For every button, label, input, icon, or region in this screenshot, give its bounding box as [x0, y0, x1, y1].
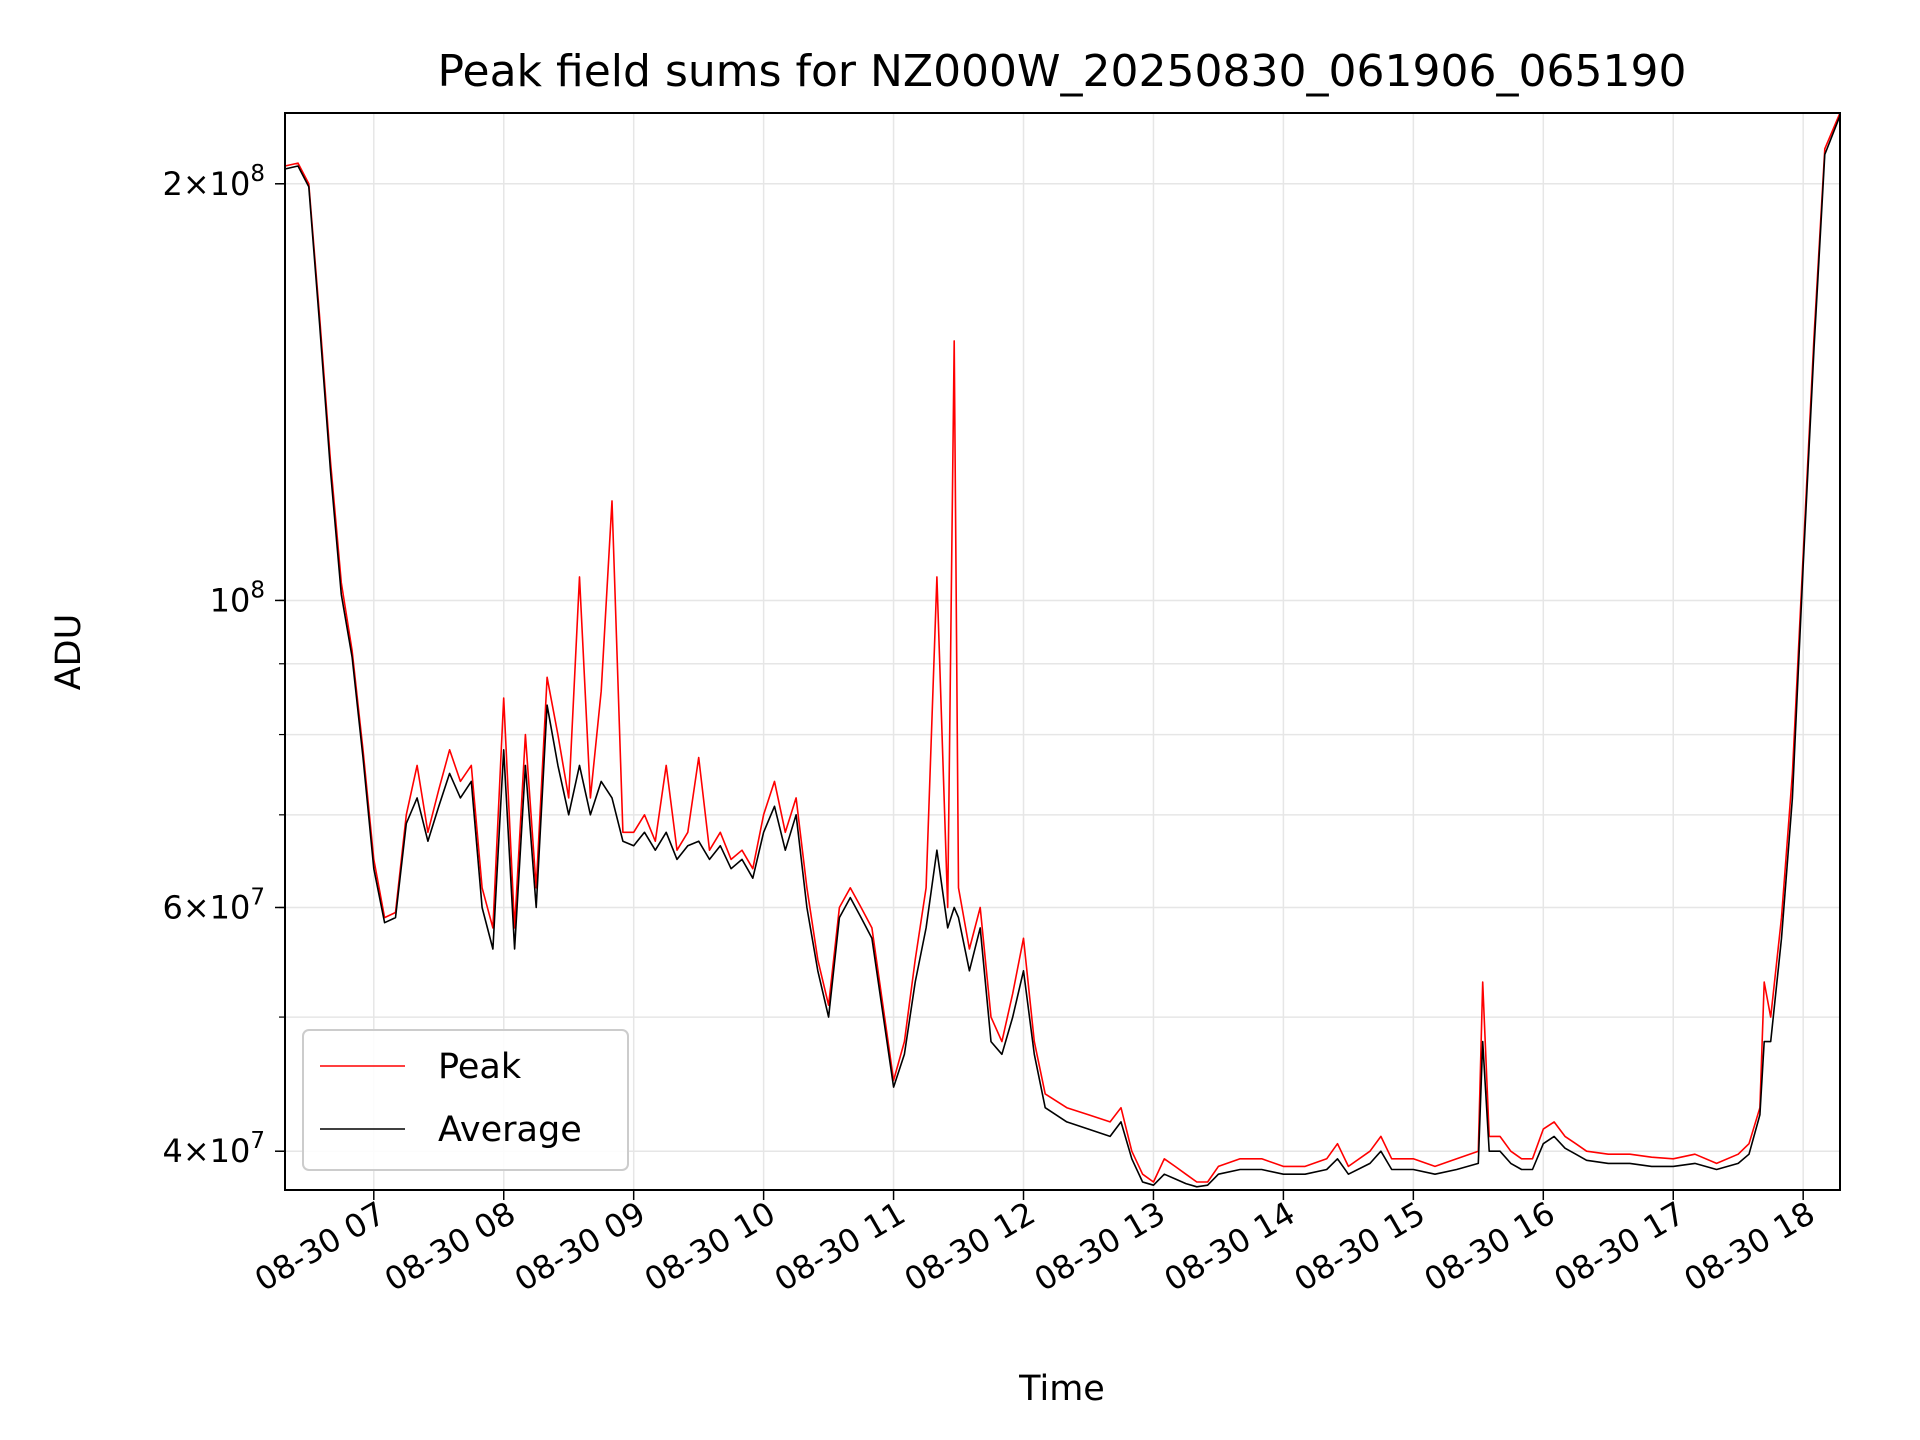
series-line-peak — [284, 112, 1841, 1183]
y-axis: 2×108 108 6×107 4×107 — [162, 161, 285, 1170]
legend: Peak Average — [302, 1029, 629, 1171]
y-tick-label: 108 — [210, 577, 265, 619]
series-line-average — [284, 115, 1841, 1188]
y-tick-label: 6×107 — [162, 884, 265, 926]
y-tick-label: 2×108 — [162, 161, 265, 203]
grid — [285, 113, 1840, 1190]
y-axis-label: ADU — [49, 614, 89, 691]
x-axis-label: Time — [1018, 1369, 1105, 1409]
y-tick-label: 4×107 — [162, 1128, 265, 1170]
plot-frame — [284, 112, 1841, 1191]
chart-title: Peak field sums for NZ000W_20250830_0619… — [438, 46, 1687, 97]
legend-label-peak: Peak — [438, 1047, 522, 1087]
legend-label-average: Average — [438, 1110, 582, 1150]
legend-box — [302, 1029, 629, 1171]
series-layer — [284, 112, 1841, 1188]
